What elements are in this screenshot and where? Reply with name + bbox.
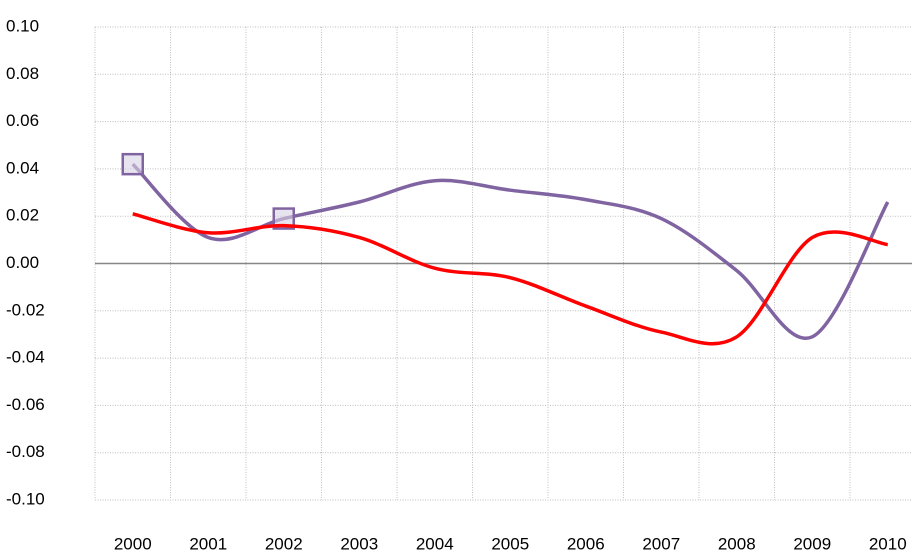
y-tick-label: -0.08 <box>6 442 45 461</box>
y-tick-label: 0.06 <box>6 111 39 130</box>
y-tick-label: -0.10 <box>6 489 45 508</box>
marker <box>272 207 295 230</box>
x-tick-label: 2001 <box>189 534 227 553</box>
y-tick-label: 0.10 <box>6 16 39 35</box>
x-tick-label: 2002 <box>265 534 303 553</box>
x-tick-label: 2004 <box>416 534 454 553</box>
x-tick-label: 2009 <box>793 534 831 553</box>
series-line <box>132 212 889 346</box>
y-tick-label: 0.04 <box>6 158 39 177</box>
y-tick-label: -0.04 <box>6 348 45 367</box>
x-tick-label: 2000 <box>114 534 152 553</box>
x-tick-label: 2007 <box>642 534 680 553</box>
x-tick-label: 2010 <box>869 534 907 553</box>
x-tick-label: 2003 <box>340 534 378 553</box>
y-tick-label: 0.02 <box>6 206 39 225</box>
y-tick-label: -0.06 <box>6 395 45 414</box>
marker <box>121 152 144 176</box>
y-tick-label: 0.08 <box>6 64 39 83</box>
x-tick-label: 2006 <box>567 534 605 553</box>
x-tick-label: 2005 <box>491 534 529 553</box>
y-tick-label: -0.02 <box>6 300 45 319</box>
x-tick-label: 2008 <box>718 534 756 553</box>
y-tick-label: 0.00 <box>6 253 39 272</box>
